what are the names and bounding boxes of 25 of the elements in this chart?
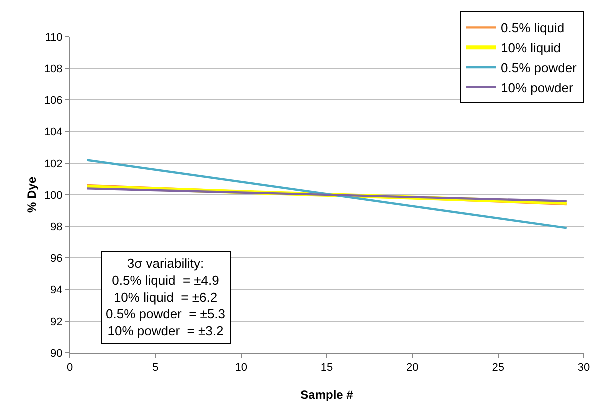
- y-tick-label: 90: [50, 348, 63, 360]
- y-tick-label: 94: [50, 284, 63, 297]
- legend-label: 0.5% liquid: [501, 20, 565, 36]
- y-tick-label: 100: [44, 190, 63, 202]
- x-tick-label: 15: [320, 362, 334, 374]
- y-tick-label: 106: [44, 95, 63, 108]
- x-tick-label: 25: [492, 362, 504, 374]
- x-tick-label: 20: [406, 362, 419, 374]
- y-tick-label: 98: [50, 221, 63, 234]
- y-tick-label: 102: [44, 158, 63, 170]
- x-tick-label: 0: [66, 362, 74, 374]
- x-axis-title: Sample #: [300, 388, 354, 402]
- legend-label: 0.5% powder: [501, 60, 578, 76]
- legend-label: 10% powder: [501, 80, 574, 96]
- y-tick-label: 110: [45, 32, 63, 44]
- y-tick-label: 104: [44, 126, 63, 139]
- annotation: 3σ variability: 0.5% liquid = ±4.9 10% liquid = ±6.2 0.5% powder = ±5.3 10% powder = ±3.2: [106, 256, 226, 339]
- x-tick-label: 30: [578, 362, 590, 374]
- x-tick-label: 5: [152, 362, 159, 374]
- y-tick-label: 92: [50, 316, 63, 328]
- y-tick-label: 108: [44, 63, 63, 76]
- legend-label: 10% liquid: [501, 40, 561, 56]
- y-axis-title: % Dye: [25, 176, 39, 214]
- y-tick-label: 96: [50, 253, 63, 266]
- x-tick-label: 10: [235, 362, 248, 374]
